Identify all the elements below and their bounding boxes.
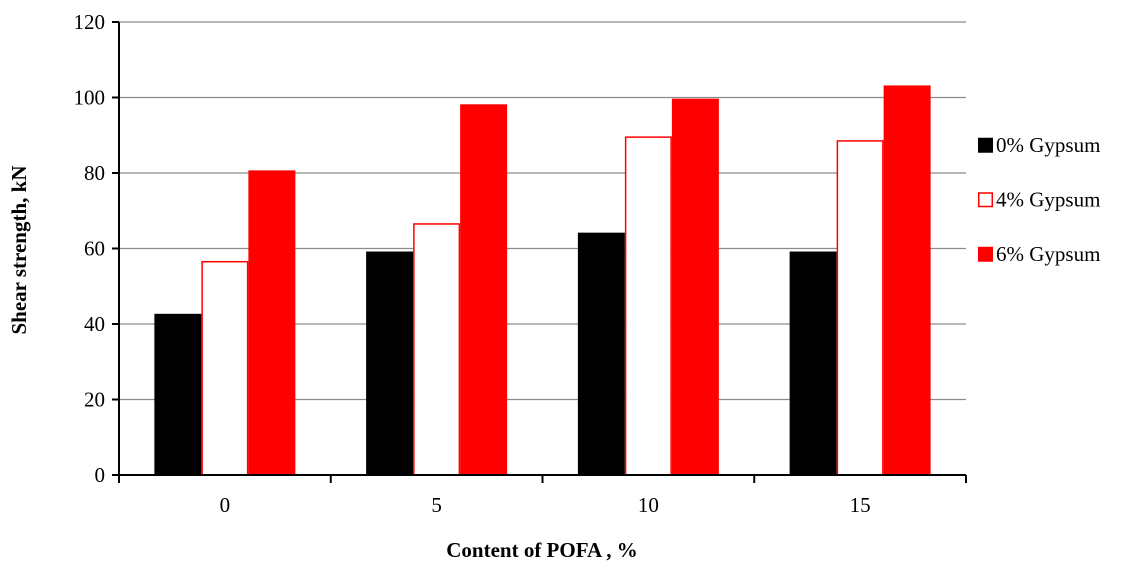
y-tick-label: 100 (74, 86, 106, 110)
legend-label: 0% Gypsum (996, 133, 1100, 157)
legend-swatch (978, 137, 993, 153)
y-tick-label: 120 (74, 10, 106, 34)
y-tick-label: 40 (84, 312, 105, 336)
bar-0-gypsum-5 (366, 251, 414, 476)
legend-label: 4% Gypsum (996, 188, 1100, 212)
legend: 0% Gypsum 4% Gypsum 6% Gypsum (978, 133, 1100, 266)
bar-0-gypsum-10 (577, 232, 625, 476)
legend-swatch (978, 246, 993, 262)
legend-label: 6% Gypsum (996, 242, 1100, 266)
bar-4-gypsum-5 (413, 223, 461, 476)
bar-4-gypsum-10 (624, 136, 672, 476)
x-tick-labels: 0 5 10 15 (220, 493, 871, 517)
legend-swatch (978, 192, 993, 208)
bar-4-gypsum-0 (201, 260, 249, 476)
axes (112, 21, 967, 483)
y-tick-label: 80 (84, 161, 105, 185)
y-tick-labels: 0 20 40 60 80 100 120 (74, 10, 106, 487)
x-tick-label: 5 (431, 493, 442, 517)
bar-6-gypsum-10 (671, 98, 719, 476)
y-axis-title: Shear strength, kN (7, 166, 31, 335)
x-tick-label: 0 (220, 493, 231, 517)
bar-6-gypsum-5 (460, 104, 508, 476)
x-axis-title: Content of POFA , % (446, 538, 638, 562)
y-tick-label: 0 (95, 463, 106, 487)
y-tick-label: 20 (84, 388, 105, 412)
bar-4-gypsum-15 (836, 140, 884, 476)
bar-0-gypsum-0 (154, 313, 202, 476)
y-tick-label: 60 (84, 237, 105, 261)
bars (154, 85, 931, 476)
bar-0-gypsum-15 (789, 251, 837, 476)
x-tick-label: 10 (638, 493, 659, 517)
x-tick-label: 15 (850, 493, 871, 517)
bar-6-gypsum-15 (883, 85, 931, 476)
bar-6-gypsum-0 (248, 170, 296, 476)
